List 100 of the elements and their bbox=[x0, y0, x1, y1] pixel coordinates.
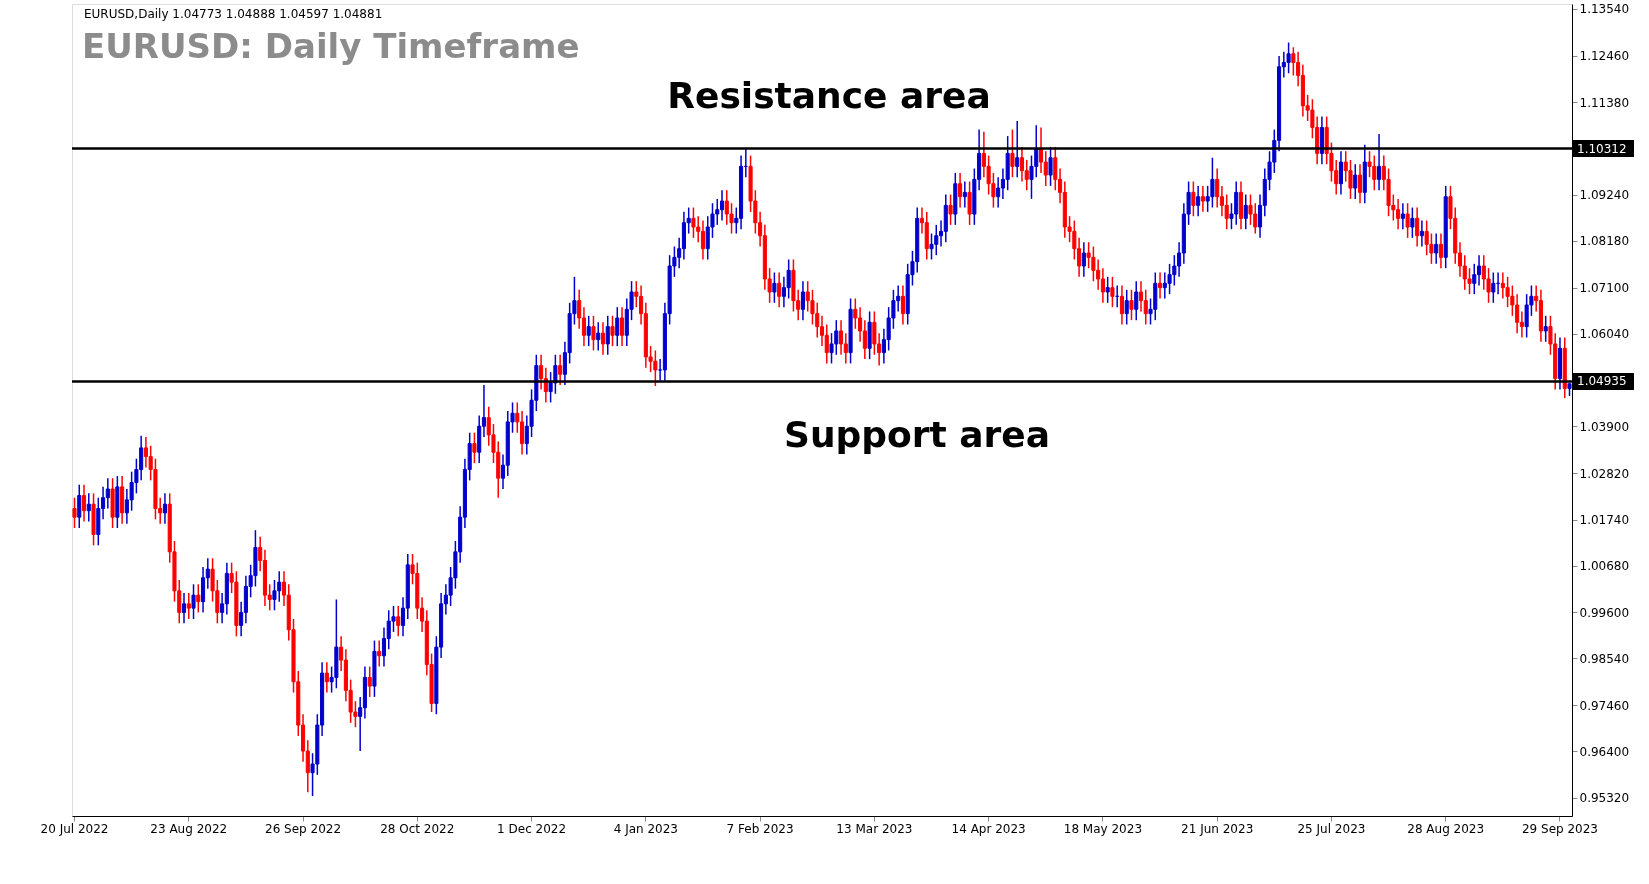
candlestick bbox=[691, 206, 696, 239]
candlestick bbox=[77, 483, 82, 529]
candlestick bbox=[86, 492, 91, 523]
candlestick bbox=[1405, 202, 1410, 239]
candlestick bbox=[800, 280, 805, 321]
y-tick-label: 1.06040 bbox=[1579, 327, 1630, 342]
candlestick bbox=[619, 306, 625, 347]
x-tick-label: 14 Apr 2023 bbox=[951, 821, 1026, 836]
annotation: Resistance area bbox=[667, 75, 991, 116]
candlestick bbox=[967, 180, 972, 226]
candlestick bbox=[900, 284, 905, 326]
y-tick-label: 1.11380 bbox=[1579, 95, 1630, 110]
candlestick bbox=[196, 583, 201, 614]
candlestick bbox=[1157, 271, 1163, 300]
candlestick bbox=[1143, 289, 1148, 326]
candlestick bbox=[1191, 180, 1196, 217]
candlestick bbox=[1419, 219, 1424, 248]
candlestick bbox=[596, 321, 601, 352]
y-tick-label: 1.00680 bbox=[1579, 559, 1630, 574]
annotation: EURUSD,Daily 1.04773 1.04888 1.04597 1.04881 bbox=[84, 7, 383, 21]
candlestick bbox=[719, 189, 725, 222]
annotation: Support area bbox=[783, 414, 1051, 455]
candlestick bbox=[1348, 159, 1353, 200]
candlestick bbox=[862, 319, 867, 360]
candlestick bbox=[1010, 128, 1015, 178]
candlestick bbox=[539, 354, 544, 391]
x-tick-label: 29 Sep 2023 bbox=[1521, 821, 1599, 836]
candlestick bbox=[1410, 206, 1415, 239]
candlestick bbox=[586, 315, 591, 347]
candlestick bbox=[72, 496, 77, 529]
ref-line-label: 1.10312 bbox=[1577, 141, 1627, 156]
y-tick-label: 1.07100 bbox=[1579, 281, 1630, 296]
candlestick bbox=[377, 639, 382, 668]
candlestick bbox=[962, 180, 967, 209]
x-tick-label: 28 Oct 2022 bbox=[380, 821, 455, 836]
x-tick-label: 21 Jun 2023 bbox=[1181, 821, 1254, 836]
x-tick-label: 23 Aug 2022 bbox=[150, 821, 228, 836]
candlestick bbox=[472, 431, 477, 464]
candlestick bbox=[186, 592, 191, 620]
candlestick bbox=[1377, 133, 1382, 191]
candlestick bbox=[201, 566, 206, 614]
y-tick-label: 0.99600 bbox=[1579, 605, 1630, 620]
candlestick bbox=[1491, 271, 1496, 304]
candlestick bbox=[829, 332, 834, 365]
candlestick bbox=[1286, 41, 1291, 75]
candlestick bbox=[191, 583, 196, 620]
candlestick bbox=[105, 477, 110, 510]
y-tick-label: 0.98540 bbox=[1579, 651, 1630, 666]
candlestick bbox=[1438, 232, 1443, 269]
y-tick-label: 1.01740 bbox=[1579, 513, 1630, 528]
candlestick bbox=[1243, 193, 1248, 230]
y-tick-label: 1.12460 bbox=[1579, 49, 1630, 64]
text: EURUSD: Daily Timeframe bbox=[82, 26, 580, 66]
x-tick-label: 26 Sep 2022 bbox=[265, 821, 342, 836]
candlestick bbox=[162, 492, 168, 525]
candlestick bbox=[1134, 280, 1139, 321]
y-tick-label: 1.03900 bbox=[1579, 419, 1630, 434]
candlestick bbox=[181, 592, 187, 625]
candlestick bbox=[1043, 150, 1048, 187]
candlestick bbox=[600, 321, 606, 356]
candlestick bbox=[839, 319, 844, 356]
candlestick bbox=[324, 661, 329, 694]
candlestick bbox=[1224, 193, 1229, 230]
candlestick bbox=[558, 354, 563, 386]
candlestick bbox=[591, 315, 596, 352]
x-tick-label: 13 Mar 2023 bbox=[836, 821, 913, 836]
candlestick bbox=[1353, 163, 1358, 200]
candlestick bbox=[1015, 120, 1020, 178]
x-tick-label: 1 Dec 2022 bbox=[497, 821, 567, 836]
candlestick bbox=[1110, 276, 1115, 308]
candlestick bbox=[1367, 150, 1372, 178]
candlestick bbox=[396, 605, 401, 638]
candlestick bbox=[1029, 154, 1034, 200]
candlestick bbox=[929, 232, 934, 261]
y-tick-label: 1.02820 bbox=[1579, 466, 1630, 481]
candlestick bbox=[1357, 163, 1363, 204]
candlestick bbox=[772, 271, 777, 304]
candlestick bbox=[824, 323, 829, 365]
ref-line-label: 1.04935 bbox=[1577, 374, 1627, 389]
candlestick bbox=[605, 315, 610, 356]
candlestick bbox=[367, 665, 372, 698]
y-tick-label: 0.97460 bbox=[1579, 698, 1630, 713]
candlestick bbox=[948, 193, 953, 226]
candlestick bbox=[1124, 289, 1129, 326]
candlestick bbox=[1105, 276, 1110, 304]
candlestick bbox=[1129, 289, 1134, 321]
candlestick bbox=[81, 483, 87, 523]
candlestick bbox=[1038, 126, 1044, 174]
y-tick-label: 1.08180 bbox=[1579, 234, 1630, 249]
candlestick bbox=[1119, 284, 1124, 326]
candlestick bbox=[610, 315, 615, 347]
candlestick bbox=[996, 176, 1001, 209]
y-tick-label: 1.09240 bbox=[1579, 188, 1630, 203]
candlestick bbox=[615, 306, 620, 347]
candlestick bbox=[777, 271, 782, 308]
candlestick bbox=[1400, 202, 1405, 230]
candlestick bbox=[1196, 185, 1201, 217]
candlestick bbox=[958, 172, 963, 209]
candlestick bbox=[1543, 315, 1548, 343]
candlestick bbox=[1200, 185, 1205, 213]
